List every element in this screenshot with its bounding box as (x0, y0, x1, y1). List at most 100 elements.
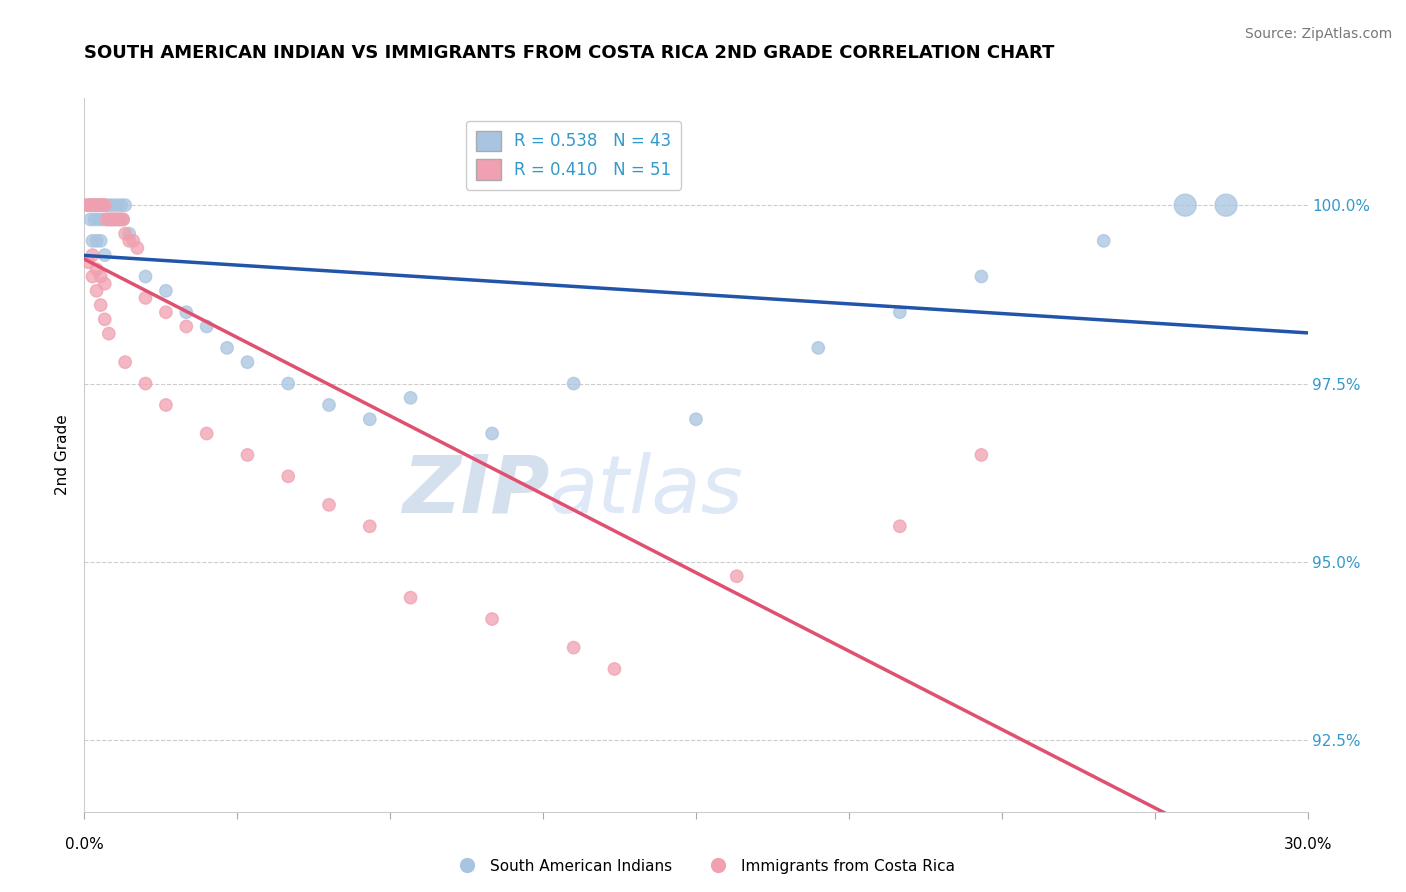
Point (889, 305, 911, 319)
Point (96, 212, 118, 227)
Point (75, 198, 97, 212)
Point (399, 391, 422, 405)
Point (97, 212, 120, 227)
Point (87, 212, 110, 227)
Point (86, 198, 108, 212)
Point (86, 284, 108, 298)
Point (101, 198, 124, 212)
Point (685, 412, 707, 426)
Point (87, 198, 110, 212)
Point (82, 198, 104, 212)
Point (118, 227, 141, 241)
Point (135, 291, 157, 305)
Point (114, 227, 136, 241)
Point (359, 412, 381, 426)
Point (101, 212, 124, 227)
Point (155, 305, 177, 319)
Point (97, 198, 120, 212)
Point (807, 341, 830, 355)
Point (217, 341, 239, 355)
Point (108, 212, 131, 227)
Point (1092, 234, 1115, 248)
Point (112, 212, 135, 227)
Point (90, 298, 112, 312)
Point (77, 198, 100, 212)
Point (86, 198, 108, 212)
Point (1215, 198, 1237, 212)
Point (127, 241, 149, 255)
Point (82, 248, 104, 262)
Point (100, 212, 122, 227)
Point (93, 198, 115, 212)
Point (93, 312, 115, 326)
Point (105, 198, 128, 212)
Y-axis label: 2nd Grade: 2nd Grade (55, 415, 70, 495)
Point (1174, 198, 1197, 212)
Text: 0.0%: 0.0% (65, 837, 104, 852)
Point (82, 269, 104, 284)
Point (725, 569, 748, 583)
Point (399, 591, 422, 605)
Text: 30.0%: 30.0% (1284, 837, 1331, 852)
Point (114, 355, 136, 369)
Point (86, 234, 108, 248)
Point (90, 269, 112, 284)
Point (91, 212, 114, 227)
Text: SOUTH AMERICAN INDIAN VS IMMIGRANTS FROM COSTA RICA 2ND GRADE CORRELATION CHART: SOUTH AMERICAN INDIAN VS IMMIGRANTS FROM… (84, 45, 1054, 62)
Point (110, 212, 132, 227)
Point (77, 255, 100, 269)
Text: ZIP: ZIP (402, 451, 550, 530)
Point (90, 198, 112, 212)
Point (155, 398, 177, 412)
Point (481, 426, 503, 441)
Point (236, 355, 259, 369)
Point (174, 319, 197, 334)
Point (318, 398, 340, 412)
Point (970, 269, 993, 284)
Point (100, 212, 122, 227)
Text: Source: ZipAtlas.com: Source: ZipAtlas.com (1244, 27, 1392, 41)
Point (79, 198, 101, 212)
Point (90, 198, 112, 212)
Point (96, 212, 118, 227)
Point (318, 498, 340, 512)
Point (155, 284, 177, 298)
Point (277, 376, 299, 391)
Point (562, 640, 585, 655)
Point (174, 305, 197, 319)
Point (93, 277, 115, 291)
Point (195, 426, 218, 441)
Point (93, 248, 115, 262)
Point (97, 326, 120, 341)
Point (236, 448, 259, 462)
Point (91, 198, 114, 212)
Point (195, 319, 218, 334)
Point (83, 212, 105, 227)
Point (86, 262, 108, 277)
Point (277, 469, 299, 483)
Point (82, 234, 104, 248)
Point (105, 212, 128, 227)
Point (118, 234, 141, 248)
Point (135, 376, 157, 391)
Point (77, 198, 100, 212)
Point (82, 198, 104, 212)
Point (562, 376, 585, 391)
Point (135, 269, 157, 284)
Point (122, 234, 145, 248)
Point (603, 662, 626, 676)
Text: atlas: atlas (550, 451, 744, 530)
Point (970, 448, 993, 462)
Legend: South American Indians, Immigrants from Costa Rica: South American Indians, Immigrants from … (446, 853, 960, 880)
Point (481, 612, 503, 626)
Point (104, 212, 127, 227)
Point (93, 198, 115, 212)
Point (110, 198, 132, 212)
Point (79, 212, 101, 227)
Point (359, 519, 381, 533)
Legend: R = 0.538   N = 43, R = 0.410   N = 51: R = 0.538 N = 43, R = 0.410 N = 51 (465, 120, 682, 190)
Point (104, 212, 127, 227)
Point (112, 212, 135, 227)
Point (83, 198, 105, 212)
Point (108, 212, 131, 227)
